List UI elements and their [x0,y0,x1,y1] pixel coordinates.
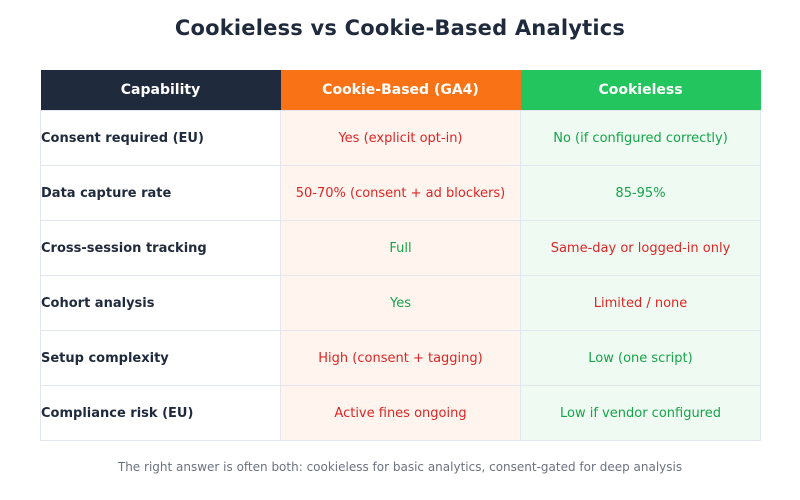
capability-cell: Setup complexity [40,330,281,386]
cookieless-cell: Low (one script) [520,330,761,386]
header-capability: Capability [40,70,281,111]
cookie-based-cell: Yes [280,275,521,331]
cookie-based-cell: High (consent + tagging) [280,330,521,386]
cookie-based-cell: 50-70% (consent + ad blockers) [280,165,521,221]
capability-cell: Compliance risk (EU) [40,385,281,441]
table-row: Setup complexity High (consent + tagging… [40,330,761,386]
header-cookieless: Cookieless [520,70,761,111]
cookieless-cell: No (if configured correctly) [520,110,761,166]
cookieless-cell: Limited / none [520,275,761,331]
cookieless-cell: Low if vendor configured [520,385,761,441]
capability-cell: Cross-session tracking [40,220,281,276]
capability-cell: Consent required (EU) [40,110,281,166]
table-row: Cross-session tracking Full Same-day or … [40,220,761,276]
table-row: Consent required (EU) Yes (explicit opt-… [40,110,761,166]
cookieless-cell: 85-95% [520,165,761,221]
capability-cell: Cohort analysis [40,275,281,331]
page-title: Cookieless vs Cookie-Based Analytics [174,16,626,40]
cookieless-cell: Same-day or logged-in only [520,220,761,276]
footer-note: The right answer is often both: cookiele… [117,460,683,474]
table-row: Compliance risk (EU) Active fines ongoin… [40,385,761,441]
table-row: Cohort analysis Yes Limited / none [40,275,761,331]
cookie-based-cell: Active fines ongoing [280,385,521,441]
table-header-row: Capability Cookie-Based (GA4) Cookieless [40,70,761,111]
cookie-based-cell: Full [280,220,521,276]
capability-cell: Data capture rate [40,165,281,221]
table-row: Data capture rate 50-70% (consent + ad b… [40,165,761,221]
cookie-based-cell: Yes (explicit opt-in) [280,110,521,166]
header-cookie-based: Cookie-Based (GA4) [280,70,521,111]
comparison-table: Capability Cookie-Based (GA4) Cookieless… [40,70,761,441]
